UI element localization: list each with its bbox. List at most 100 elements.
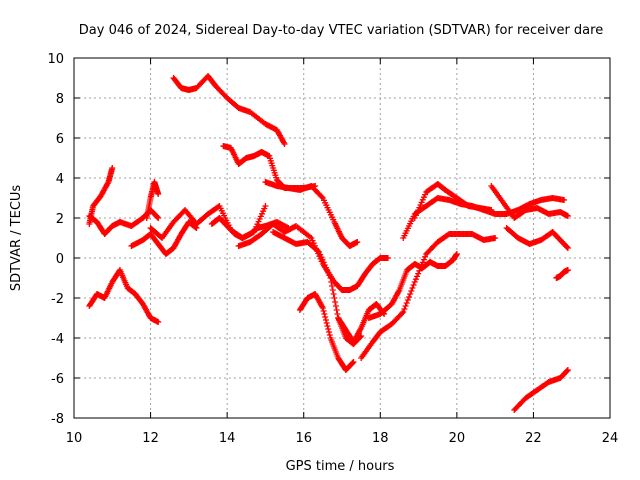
x-axis-label: GPS time / hours — [286, 459, 395, 474]
data-point — [325, 329, 332, 335]
data-point — [318, 193, 325, 200]
data-point — [414, 273, 421, 280]
series-track-13 — [296, 291, 357, 373]
series-track-8 — [208, 215, 292, 241]
data-point — [401, 306, 408, 312]
data-point — [155, 191, 162, 197]
axis-ticks — [73, 57, 611, 419]
series-track-5 — [143, 179, 162, 221]
data-point — [333, 307, 340, 313]
data-point — [323, 320, 330, 326]
y-tick-labels: -8 -6 -4 -2 0 2 4 6 8 10 — [47, 52, 64, 427]
data-point — [406, 294, 412, 300]
data-point — [262, 203, 269, 209]
y-tick-label: 0 — [56, 252, 64, 267]
data-point — [384, 255, 391, 261]
series-track-19 — [488, 183, 571, 221]
data-point — [320, 308, 327, 314]
data-point — [402, 303, 409, 309]
data-point — [334, 311, 341, 317]
data-point — [332, 303, 339, 309]
data-point — [409, 285, 416, 291]
data-point — [488, 207, 495, 213]
y-axis-label: SDTVAR / TECUs — [9, 185, 24, 292]
series-track-21 — [553, 267, 571, 281]
x-tick-label: 20 — [449, 431, 466, 446]
data-point — [564, 213, 571, 219]
series-track-7 — [170, 73, 288, 147]
x-tick-label: 24 — [602, 431, 619, 446]
data-point — [325, 326, 332, 332]
data-point — [410, 282, 417, 288]
series-track-3 — [86, 267, 162, 325]
y-tick-label: 2 — [56, 212, 64, 227]
x-tick-labels: 10 12 14 16 18 20 22 24 — [66, 431, 619, 446]
data-point — [154, 214, 161, 221]
data-point — [564, 244, 571, 251]
data-point — [564, 245, 571, 251]
data-point — [321, 311, 328, 317]
data-point — [330, 291, 337, 297]
series-track-1 — [86, 165, 116, 227]
data-point — [422, 253, 429, 260]
data-point — [314, 248, 321, 254]
data-point — [492, 235, 499, 241]
data-point — [281, 141, 288, 147]
y-tick-label: 8 — [56, 92, 64, 107]
series-track-18 — [411, 181, 495, 221]
data-point — [399, 310, 406, 317]
data-point — [155, 215, 162, 221]
y-tick-label: -2 — [51, 292, 64, 307]
x-tick-label: 10 — [66, 431, 83, 446]
series-track-16 — [365, 251, 460, 321]
series-track-11 — [262, 179, 361, 249]
y-tick-label: -8 — [51, 412, 64, 427]
data-point — [322, 314, 329, 320]
series-track-4 — [128, 219, 200, 257]
data-point — [332, 299, 339, 305]
data-point — [420, 256, 427, 263]
data-point — [319, 305, 326, 311]
data-point — [412, 276, 419, 283]
data-point — [155, 319, 162, 325]
data-point — [564, 267, 571, 273]
x-tick-label: 16 — [295, 431, 312, 446]
data-point — [403, 300, 410, 306]
data-point — [350, 359, 357, 365]
data-point — [407, 291, 414, 297]
series-track-22 — [511, 367, 571, 413]
data-point — [415, 270, 422, 277]
data-point — [400, 309, 407, 315]
chart-title: Day 046 of 2024, Sidereal Day-to-day VTE… — [79, 23, 603, 38]
series-track-20 — [503, 225, 571, 251]
data-point — [109, 165, 116, 171]
data-point — [324, 323, 331, 329]
data-point — [326, 332, 333, 338]
y-tick-label: 10 — [47, 52, 64, 67]
y-tick-label: 4 — [56, 172, 64, 187]
y-tick-label: -4 — [51, 332, 64, 347]
x-tick-label: 18 — [372, 431, 389, 446]
data-point — [329, 283, 336, 289]
x-tick-label: 14 — [219, 431, 236, 446]
plot-frame — [73, 57, 611, 419]
data-point — [349, 359, 356, 366]
data-point — [327, 275, 334, 281]
data-point — [328, 279, 335, 285]
data-point — [322, 317, 329, 323]
data-point — [453, 251, 460, 257]
x-tick-label: 12 — [142, 431, 159, 446]
data-point — [564, 367, 571, 374]
data-point — [354, 239, 361, 245]
data-point — [561, 197, 568, 203]
data-point — [404, 297, 411, 303]
y-tick-label: -6 — [51, 372, 64, 387]
data-point — [411, 279, 418, 285]
grid-lines — [74, 58, 610, 418]
x-tick-label: 22 — [525, 431, 542, 446]
data-point — [564, 367, 571, 373]
data-point — [408, 288, 415, 294]
y-tick-label: 6 — [56, 132, 64, 147]
data-point — [331, 295, 338, 301]
